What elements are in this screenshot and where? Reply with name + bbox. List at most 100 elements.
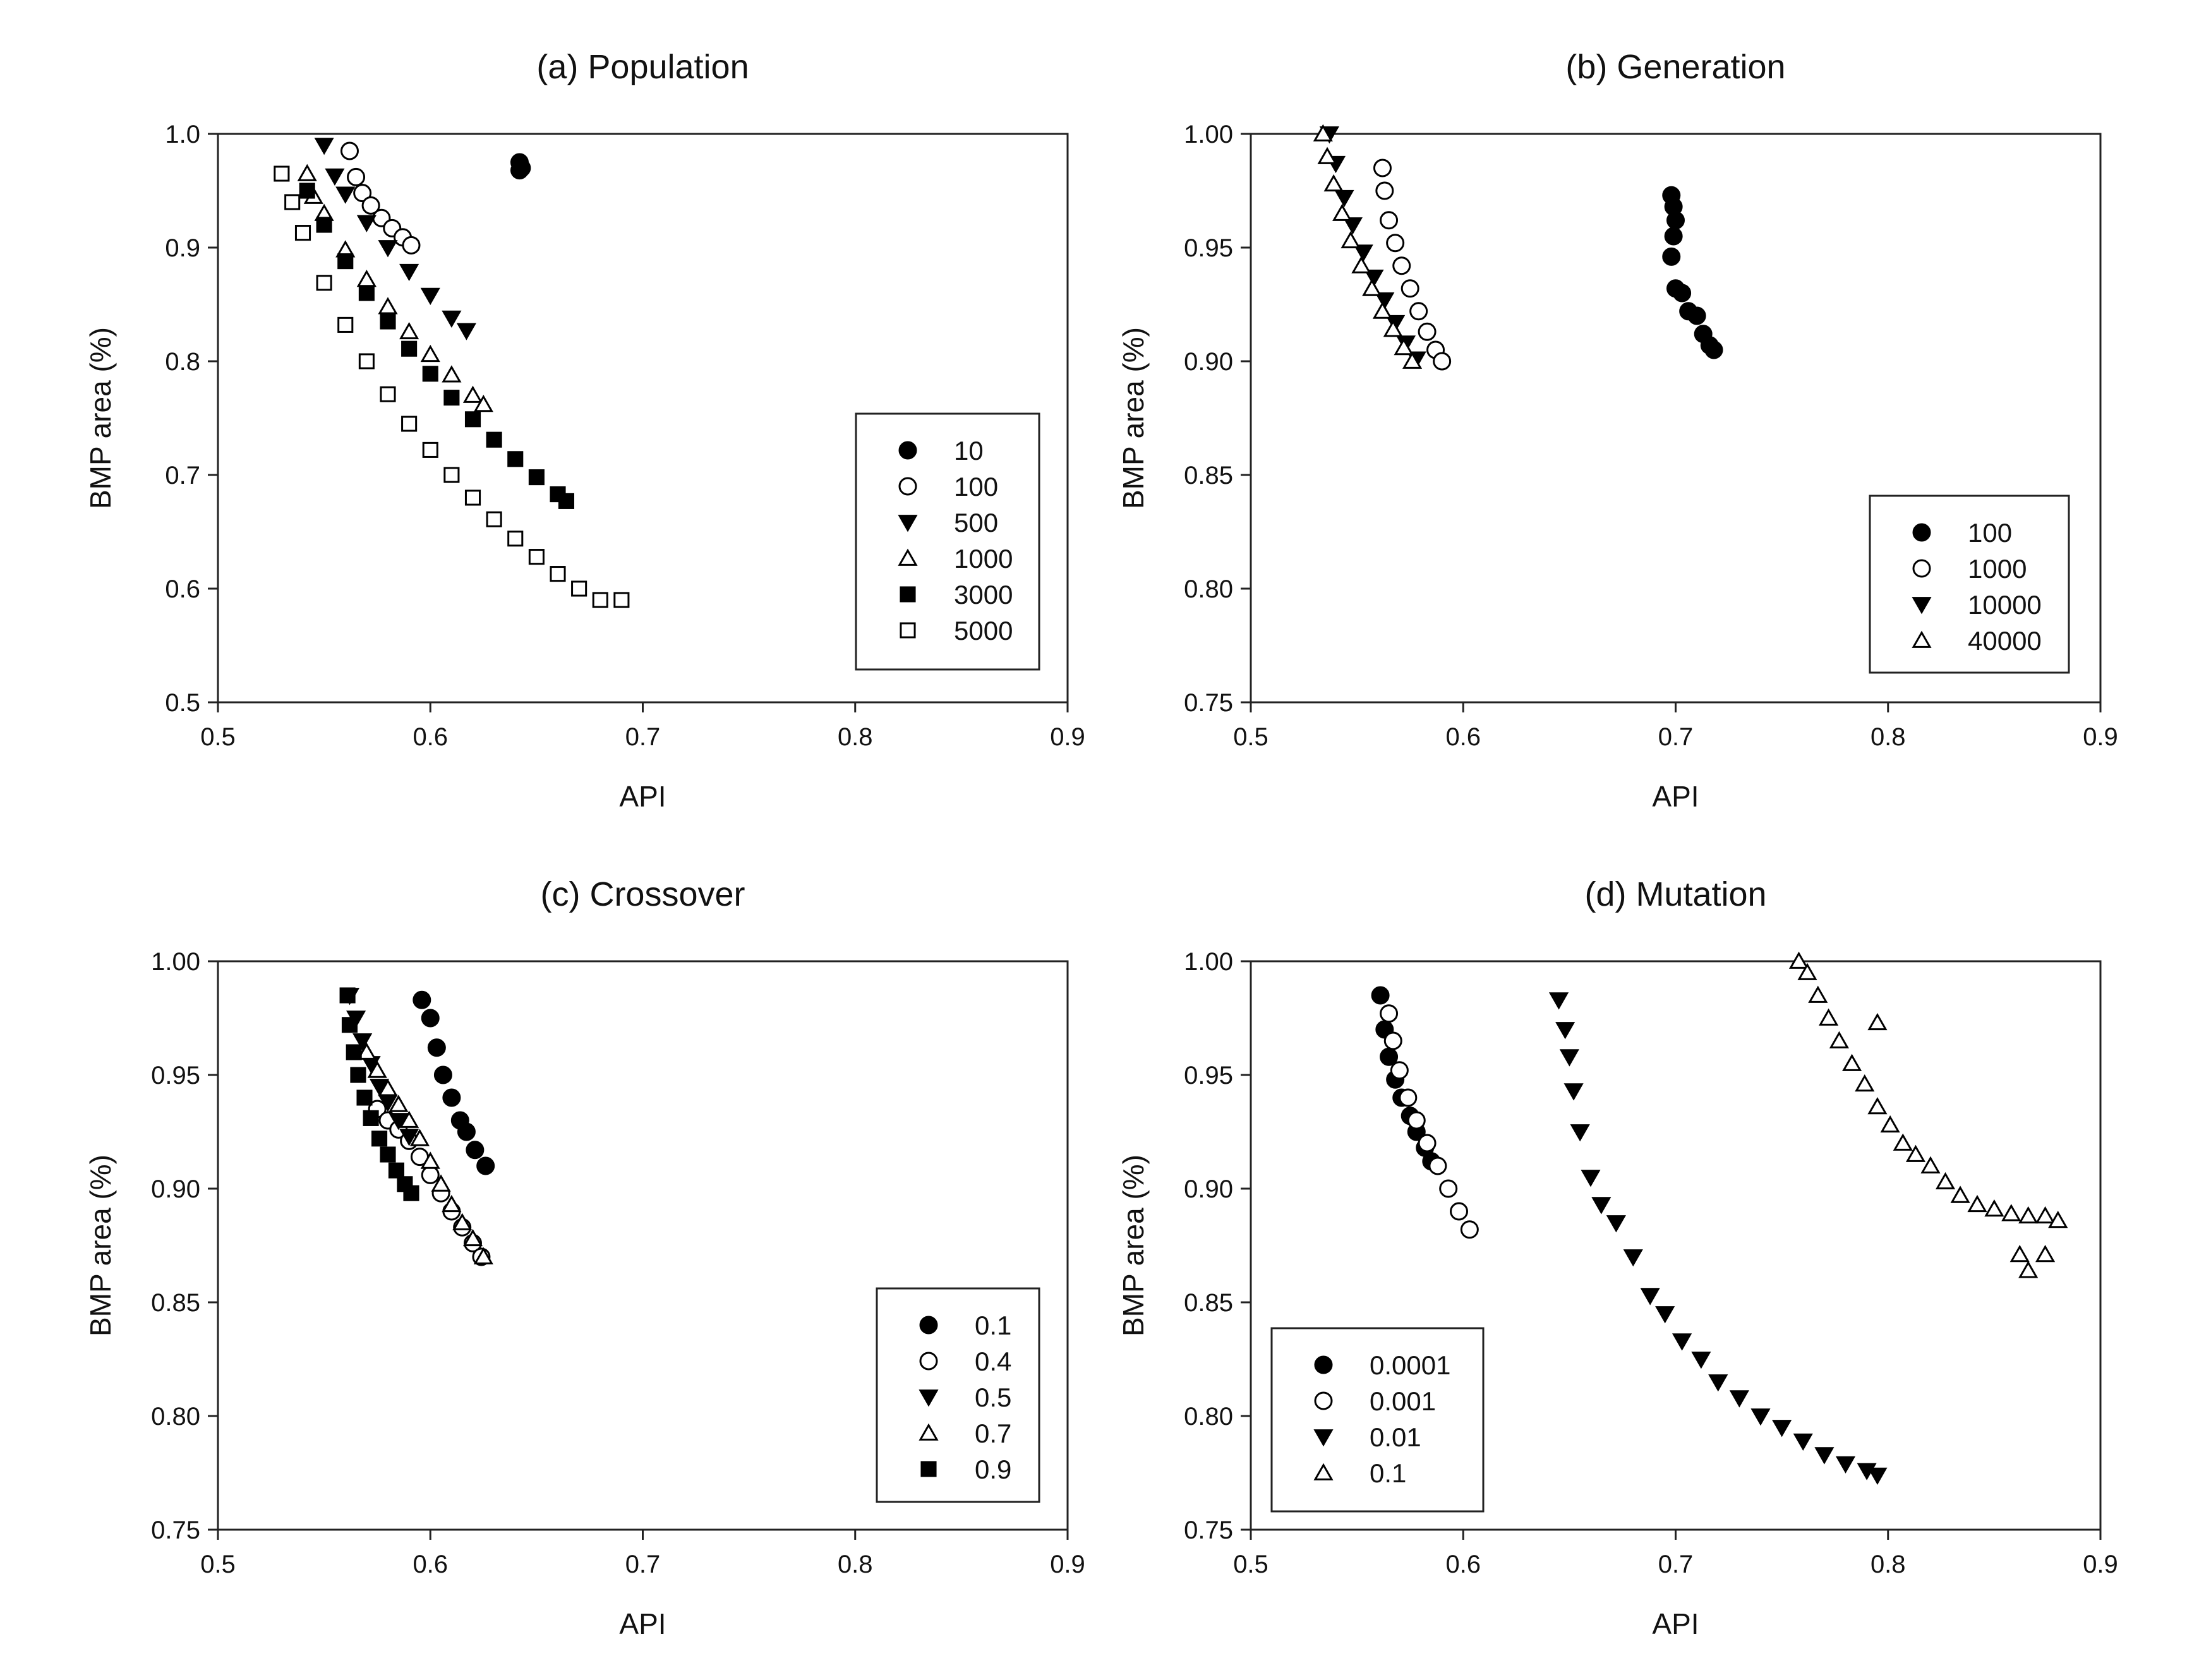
legend-marker bbox=[898, 515, 918, 532]
data-point bbox=[442, 365, 462, 383]
series-500 bbox=[314, 138, 476, 340]
x-tick-label: 0.5 bbox=[200, 723, 236, 751]
data-point bbox=[389, 1113, 409, 1131]
data-point bbox=[1418, 1134, 1437, 1153]
data-point bbox=[1433, 352, 1452, 371]
data-point bbox=[422, 366, 438, 382]
data-point bbox=[1313, 124, 1333, 141]
legend-label: 0.1 bbox=[1370, 1458, 1406, 1488]
legend-label: 1000 bbox=[1968, 554, 2027, 584]
chart-panel-c: (c) Crossover 0.5 0.6 0.7 0.8 0.9 0.75 0.80 0.85… bbox=[84, 875, 1085, 1640]
data-point bbox=[2035, 1206, 2056, 1224]
legend-marker bbox=[1314, 1391, 1333, 1410]
legend-box bbox=[1869, 495, 2070, 674]
data-point bbox=[473, 1247, 493, 1264]
legend: 100 1000 10000 40000 bbox=[1869, 495, 2070, 674]
data-point bbox=[1704, 340, 1723, 359]
data-point bbox=[1373, 159, 1392, 177]
legend-marker bbox=[898, 477, 917, 496]
data-point bbox=[337, 253, 354, 270]
legend-label: 10 bbox=[954, 436, 984, 465]
y-tick-label: 0.90 bbox=[1184, 348, 1233, 376]
data-point bbox=[486, 511, 502, 527]
data-point bbox=[443, 467, 460, 483]
legend-box bbox=[876, 1287, 1040, 1503]
data-point bbox=[613, 592, 630, 608]
series-100 bbox=[1662, 186, 1723, 359]
data-point bbox=[1819, 1008, 1839, 1026]
data-point bbox=[462, 1228, 483, 1247]
data-point bbox=[1460, 1220, 1479, 1239]
data-point bbox=[558, 493, 575, 509]
series-3000 bbox=[299, 183, 575, 509]
data-point bbox=[350, 1067, 366, 1083]
x-axis-label: API bbox=[1652, 1607, 1699, 1640]
series-0.1 bbox=[1788, 951, 2068, 1278]
x-tick-label: 0.8 bbox=[838, 1551, 873, 1578]
data-point bbox=[1808, 985, 1828, 1003]
data-point bbox=[1409, 302, 1428, 321]
data-point bbox=[1351, 256, 1371, 273]
y-tick-label: 1.00 bbox=[1184, 121, 1233, 148]
data-point bbox=[427, 1038, 446, 1057]
y-tick-label: 0.90 bbox=[1184, 1175, 1233, 1203]
legend-marker bbox=[1313, 1429, 1334, 1447]
data-point bbox=[528, 469, 545, 486]
data-point bbox=[1867, 1097, 1888, 1115]
data-point bbox=[1666, 211, 1685, 230]
data-point bbox=[380, 386, 396, 402]
data-point bbox=[476, 1156, 495, 1175]
data-point bbox=[1750, 1408, 1771, 1426]
data-point bbox=[402, 236, 421, 255]
legend-marker bbox=[1912, 630, 1932, 648]
data-point bbox=[421, 1009, 440, 1028]
legend-marker bbox=[898, 441, 917, 460]
data-point bbox=[378, 1079, 398, 1096]
series-0.001 bbox=[1380, 1004, 1479, 1239]
legend-label: 40000 bbox=[1968, 626, 2042, 656]
data-point bbox=[1814, 1447, 1835, 1465]
y-axis-label: BMP area (%) bbox=[84, 327, 117, 509]
data-point bbox=[442, 310, 462, 328]
data-point bbox=[1380, 1004, 1399, 1023]
data-point bbox=[1428, 1156, 1447, 1175]
data-point bbox=[356, 1089, 373, 1106]
data-point bbox=[1399, 1088, 1418, 1107]
data-point bbox=[1317, 147, 1337, 164]
data-point bbox=[1591, 1197, 1612, 1215]
data-point bbox=[1793, 1433, 1813, 1451]
data-point bbox=[401, 340, 418, 357]
data-point bbox=[433, 1065, 452, 1084]
series-0.01 bbox=[1548, 992, 1888, 1485]
data-point bbox=[473, 395, 493, 412]
data-point bbox=[1880, 1115, 1900, 1133]
data-point bbox=[2048, 1211, 2068, 1228]
data-point bbox=[571, 580, 587, 597]
legend-label: 3000 bbox=[954, 580, 1013, 609]
data-point bbox=[1581, 1170, 1601, 1187]
legend-marker bbox=[1912, 559, 1931, 578]
data-point bbox=[1772, 1420, 1792, 1437]
x-tick-label: 0.5 bbox=[200, 1551, 236, 1578]
data-point bbox=[442, 1088, 461, 1107]
data-point bbox=[1672, 1333, 1692, 1351]
data-point bbox=[421, 1165, 440, 1184]
y-axis-label: BMP area (%) bbox=[1117, 1155, 1150, 1336]
x-tick-label: 0.7 bbox=[625, 723, 661, 751]
data-point bbox=[1375, 292, 1395, 310]
data-point bbox=[2018, 1261, 2039, 1278]
legend-label: 0.001 bbox=[1370, 1386, 1436, 1416]
x-axis-label: API bbox=[619, 780, 666, 813]
legend-marker bbox=[900, 586, 916, 603]
data-point bbox=[550, 566, 566, 582]
x-tick-label: 0.9 bbox=[1050, 1551, 1085, 1578]
data-point bbox=[1371, 986, 1390, 1005]
data-point bbox=[1332, 203, 1353, 221]
y-tick-label: 0.80 bbox=[1184, 575, 1233, 603]
series-5000 bbox=[274, 165, 630, 608]
series-1000 bbox=[1373, 159, 1452, 371]
y-tick-label: 0.80 bbox=[151, 1403, 200, 1431]
data-point bbox=[388, 1162, 405, 1179]
data-point bbox=[352, 1033, 373, 1051]
data-point bbox=[1829, 1031, 1849, 1048]
